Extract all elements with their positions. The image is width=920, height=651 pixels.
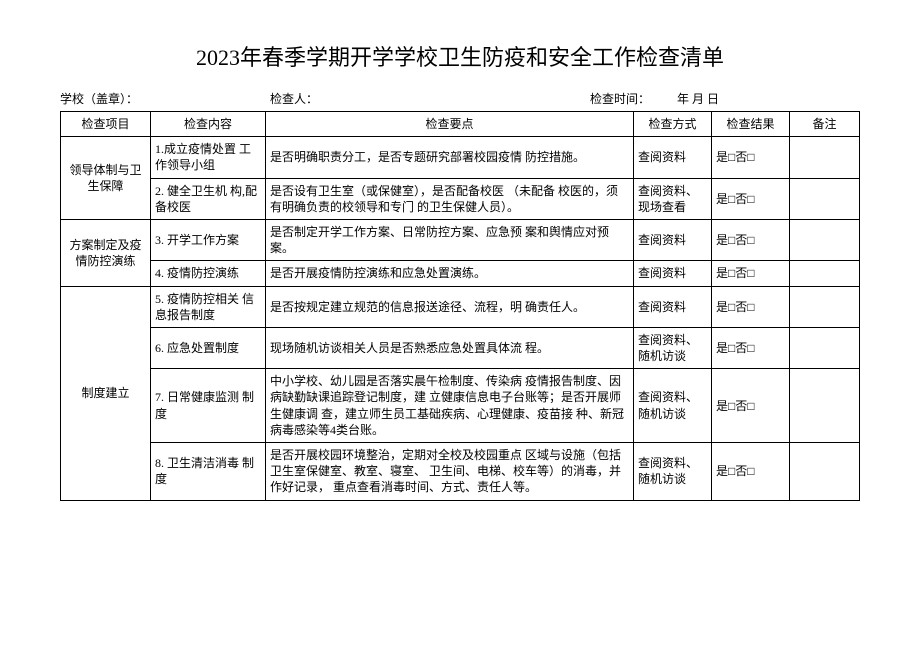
cell-result: 是□否□ [712, 261, 790, 286]
table-row: 方案制定及疫 情防控演练 3. 开学工作方案 是否制定开学工作方案、日常防控方案… [61, 219, 860, 260]
meta-inspector: 检查人： [270, 90, 550, 107]
cell-point: 是否设有卫生室（或保健室），是否配备校医 （未配备 校医的，须有明确负责的校领导… [266, 178, 634, 219]
cell-remark [790, 286, 860, 327]
cell-result: 是□否□ [712, 286, 790, 327]
cell-project: 方案制定及疫 情防控演练 [61, 219, 151, 286]
cell-result: 是□否□ [712, 443, 790, 501]
table-header-row: 检查项目 检查内容 检查要点 检查方式 检查结果 备注 [61, 112, 860, 137]
table-row: 8. 卫生清洁消毒 制度 是否开展校园环境整治，定期对全校及校园重点 区域与设施… [61, 443, 860, 501]
cell-project: 领导体制与卫 生保障 [61, 137, 151, 220]
cell-content: 7. 日常健康监测 制度 [151, 369, 266, 443]
checklist-table: 检查项目 检查内容 检查要点 检查方式 检查结果 备注 领导体制与卫 生保障 1… [60, 111, 860, 501]
cell-method: 查阅资料 [634, 261, 712, 286]
table-row: 2. 健全卫生机 构,配备校医 是否设有卫生室（或保健室），是否配备校医 （未配… [61, 178, 860, 219]
cell-remark [790, 261, 860, 286]
meta-time-label: 检查时间： [590, 92, 650, 106]
cell-point: 是否开展校园环境整治，定期对全校及校园重点 区域与设施（包括卫生室保健室、教室、… [266, 443, 634, 501]
cell-method: 查阅资料、随机访谈 [634, 443, 712, 501]
cell-method: 查阅资料、随机访谈 [634, 369, 712, 443]
cell-content: 1.成立疫情处置 工作领导小组 [151, 137, 266, 178]
cell-result: 是□否□ [712, 369, 790, 443]
cell-point: 是否开展疫情防控演练和应急处置演练。 [266, 261, 634, 286]
meta-row: 学校（盖章）： 检查人： 检查时间： 年 月 日 [60, 90, 860, 107]
cell-method: 查阅资料 [634, 286, 712, 327]
meta-time-value: 年 月 日 [677, 92, 719, 106]
cell-result: 是□否□ [712, 137, 790, 178]
cell-content: 3. 开学工作方案 [151, 219, 266, 260]
table-row: 4. 疫情防控演练 是否开展疫情防控演练和应急处置演练。 查阅资料 是□否□ [61, 261, 860, 286]
cell-point: 是否按规定建立规范的信息报送途径、流程，明 确责任人。 [266, 286, 634, 327]
table-row: 制度建立 5. 疫情防控相关 信息报告制度 是否按规定建立规范的信息报送途径、流… [61, 286, 860, 327]
cell-method: 查阅资料、现场查看 [634, 178, 712, 219]
cell-remark [790, 443, 860, 501]
cell-content: 6. 应急处置制度 [151, 327, 266, 368]
header-point: 检查要点 [266, 112, 634, 137]
cell-result: 是□否□ [712, 327, 790, 368]
meta-school: 学校（盖章）： [60, 90, 270, 107]
table-row: 7. 日常健康监测 制度 中小学校、幼儿园是否落实晨午检制度、传染病 疫情报告制… [61, 369, 860, 443]
cell-remark [790, 137, 860, 178]
cell-remark [790, 219, 860, 260]
cell-content: 2. 健全卫生机 构,配备校医 [151, 178, 266, 219]
cell-project: 制度建立 [61, 286, 151, 500]
cell-content: 4. 疫情防控演练 [151, 261, 266, 286]
cell-method: 查阅资料 [634, 219, 712, 260]
cell-point: 是否明确职责分工，是否专题研究部署校园疫情 防控措施。 [266, 137, 634, 178]
page-title: 2023年春季学期开学学校卫生防疫和安全工作检查清单 [60, 40, 860, 72]
table-row: 6. 应急处置制度 现场随机访谈相关人员是否熟悉应急处置具体流 程。 查阅资料、… [61, 327, 860, 368]
header-project: 检查项目 [61, 112, 151, 137]
meta-time: 检查时间： 年 月 日 [550, 90, 860, 107]
header-result: 检查结果 [712, 112, 790, 137]
cell-point: 现场随机访谈相关人员是否熟悉应急处置具体流 程。 [266, 327, 634, 368]
cell-result: 是□否□ [712, 178, 790, 219]
cell-result: 是□否□ [712, 219, 790, 260]
cell-content: 8. 卫生清洁消毒 制度 [151, 443, 266, 501]
cell-remark [790, 327, 860, 368]
cell-method: 查阅资料 [634, 137, 712, 178]
table-row: 领导体制与卫 生保障 1.成立疫情处置 工作领导小组 是否明确职责分工，是否专题… [61, 137, 860, 178]
header-content: 检查内容 [151, 112, 266, 137]
header-method: 检查方式 [634, 112, 712, 137]
cell-remark [790, 178, 860, 219]
cell-remark [790, 369, 860, 443]
cell-content: 5. 疫情防控相关 信息报告制度 [151, 286, 266, 327]
cell-point: 中小学校、幼儿园是否落实晨午检制度、传染病 疫情报告制度、因病缺勤缺课追踪登记制… [266, 369, 634, 443]
cell-point: 是否制定开学工作方案、日常防控方案、应急预 案和舆情应对预案。 [266, 219, 634, 260]
cell-method: 查阅资料、随机访谈 [634, 327, 712, 368]
header-remark: 备注 [790, 112, 860, 137]
